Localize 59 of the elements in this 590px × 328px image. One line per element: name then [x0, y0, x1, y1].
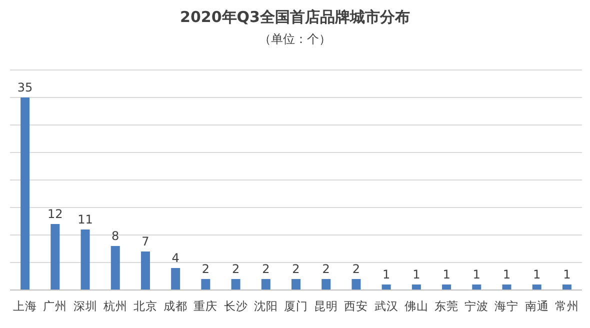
bar: [562, 284, 572, 290]
x-tick-label: 广州: [43, 299, 68, 313]
x-tick-label: 重庆: [194, 299, 218, 313]
chart-title: 2020年Q3全国首店品牌城市分布: [180, 8, 410, 26]
data-label: 1: [382, 268, 390, 282]
bar: [201, 279, 210, 290]
data-label: 8: [112, 229, 120, 243]
bar: [352, 279, 361, 290]
data-label: 2: [322, 262, 330, 276]
data-label: 2: [232, 262, 240, 276]
data-label: 7: [142, 234, 150, 248]
bar: [412, 284, 421, 290]
x-tick-label: 南通: [524, 299, 549, 313]
data-label: 35: [17, 80, 33, 94]
x-tick-label: 常州: [554, 299, 579, 313]
x-tick-label: 上海: [13, 299, 38, 313]
bar: [382, 284, 391, 290]
data-label: 2: [292, 262, 300, 276]
bar: [322, 279, 331, 290]
data-label: 1: [472, 268, 480, 282]
x-tick-label: 西安: [344, 299, 368, 313]
x-tick-label: 深圳: [73, 299, 98, 313]
data-label: 1: [442, 268, 450, 282]
bar: [140, 252, 150, 290]
x-tick-label: 海宁: [494, 299, 519, 313]
x-tick-label: 北京: [133, 299, 158, 313]
data-label: 1: [502, 268, 511, 282]
bar: [532, 284, 542, 290]
data-label: 1: [412, 268, 420, 282]
x-tick-label: 武汉: [374, 299, 398, 313]
bar: [171, 268, 180, 290]
bar: [80, 230, 90, 290]
x-tick-label: 厦门: [284, 299, 308, 313]
bar: [20, 98, 30, 290]
bar: [50, 224, 60, 290]
bar: [442, 284, 452, 290]
x-tick-label: 佛山: [404, 299, 428, 313]
x-tick-label: 沈阳: [254, 299, 278, 313]
bar: [292, 279, 300, 290]
bar: [231, 279, 240, 290]
x-tick-label: 长沙: [224, 299, 248, 313]
x-tick-label: 宁波: [464, 299, 489, 313]
data-label: 4: [172, 251, 180, 265]
data-label: 11: [78, 212, 93, 226]
bar: [261, 279, 270, 290]
x-tick-label: 昆明: [314, 299, 338, 313]
x-tick-label: 成都: [164, 299, 188, 313]
data-label: 12: [48, 207, 63, 221]
chart-subtitle: （单位：个）: [259, 32, 331, 46]
data-label: 2: [202, 262, 210, 276]
data-label: 2: [352, 262, 360, 276]
data-label: 2: [262, 262, 270, 276]
data-label: 1: [563, 268, 571, 282]
bar: [472, 284, 482, 290]
x-tick-label: 东莞: [434, 299, 459, 313]
bar: [110, 246, 120, 290]
data-label: 1: [533, 268, 541, 282]
bar: [502, 284, 512, 290]
x-tick-label: 杭州: [102, 299, 128, 313]
